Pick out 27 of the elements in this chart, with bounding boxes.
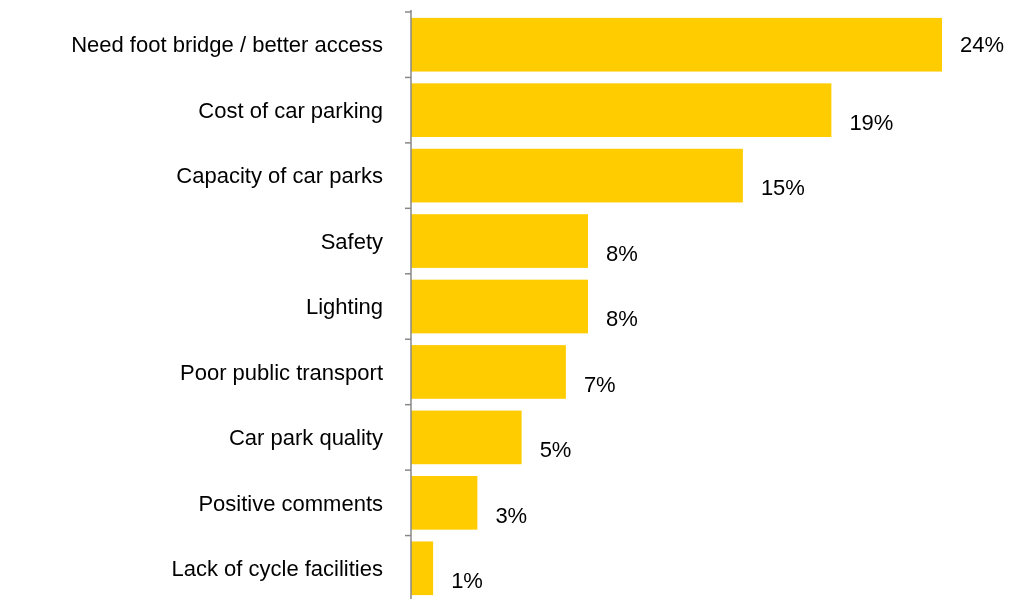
bar	[411, 345, 566, 399]
data-label: 24%	[960, 32, 1005, 58]
data-label: 15%	[760, 175, 805, 201]
data-label: 19%	[849, 109, 894, 135]
data-label: 7%	[583, 371, 616, 397]
y-tick-label: Need foot bridge / better access	[71, 32, 383, 58]
bar	[411, 17, 942, 72]
bar	[411, 148, 743, 203]
y-tick-label: Capacity of car parks	[176, 163, 383, 189]
y-tick-label: Car park quality	[228, 425, 383, 451]
y-tick-label: Lack of cycle facilities	[171, 555, 383, 581]
y-tick-label: Positive comments	[198, 490, 383, 516]
bar	[411, 410, 522, 465]
y-tick-label: Lighting	[305, 294, 383, 320]
data-label: 3%	[495, 502, 528, 528]
bar	[411, 476, 478, 530]
data-label: 5%	[539, 437, 572, 463]
y-tick-label: Safety	[320, 228, 383, 254]
data-label: 8%	[606, 306, 638, 332]
bar	[411, 83, 832, 137]
bar	[411, 214, 588, 268]
bar	[411, 541, 434, 596]
y-tick-label: Cost of car parking	[198, 97, 383, 123]
y-tick-label: Poor public transport	[180, 359, 383, 385]
data-label: 8%	[606, 240, 638, 266]
data-label: 1%	[451, 567, 483, 593]
bar	[411, 279, 588, 334]
